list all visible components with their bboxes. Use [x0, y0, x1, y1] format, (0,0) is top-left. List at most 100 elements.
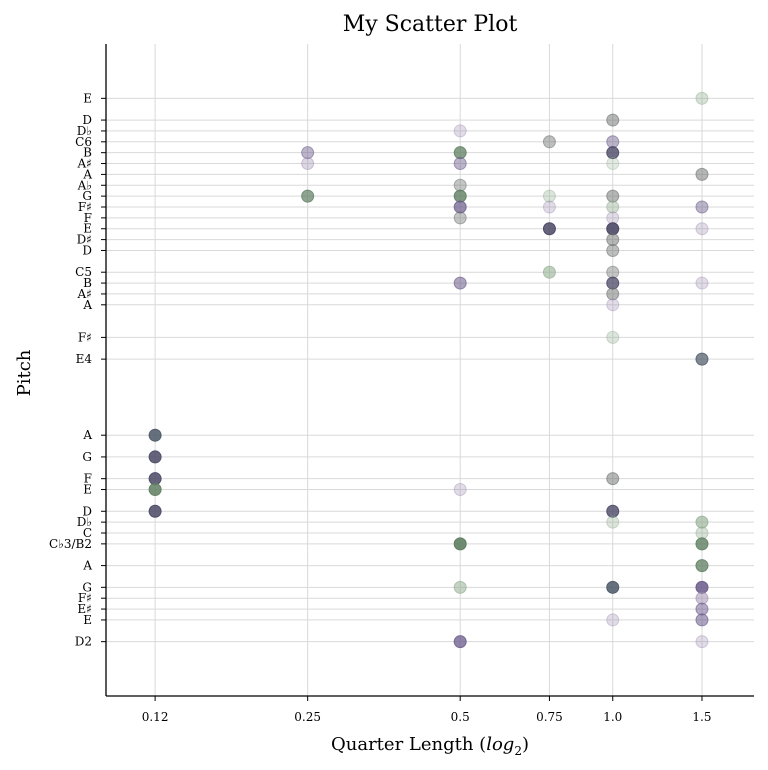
- chart-title: My Scatter Plot: [343, 12, 518, 37]
- scatter-point: [453, 635, 467, 649]
- scatter-point: [606, 135, 620, 149]
- scatter-point: [453, 178, 467, 192]
- y-tick-label: A: [82, 167, 92, 181]
- scatter-point: [148, 504, 162, 518]
- scatter-point: [542, 200, 556, 214]
- y-tick-label: C♭3/B2: [49, 537, 92, 551]
- scatter-point: [695, 167, 709, 181]
- y-tick-label: B: [83, 276, 92, 290]
- y-tick-label: D: [82, 504, 92, 518]
- y-tick-label: F: [84, 211, 92, 225]
- scatter-point: [148, 483, 162, 497]
- scatter-point: [453, 276, 467, 290]
- y-tick-label: E: [83, 483, 92, 497]
- scatter-point: [301, 157, 315, 171]
- scatter-point: [606, 472, 620, 486]
- scatter-point: [695, 559, 709, 573]
- scatter-point: [148, 428, 162, 442]
- scatter-point: [453, 124, 467, 138]
- scatter-point: [695, 602, 709, 616]
- scatter-point: [606, 211, 620, 225]
- y-tick-label: D: [82, 243, 92, 257]
- scatter-point: [606, 330, 620, 344]
- x-tick-label: 0.75: [536, 710, 563, 724]
- y-tick-label: D♯: [77, 233, 92, 247]
- y-tick-label: E: [83, 613, 92, 627]
- y-tick-label: B: [83, 146, 92, 160]
- scatter-point: [606, 515, 620, 529]
- scatter-point: [606, 157, 620, 171]
- y-tick-label: C5: [75, 265, 92, 279]
- scatter-point: [453, 146, 467, 160]
- scatter-point: [453, 189, 467, 203]
- x-ticks: 0.12 0.25 0.5 0.75 1.0 1.5: [142, 696, 712, 724]
- data-points: [148, 91, 709, 649]
- scatter-point: [606, 146, 620, 160]
- scatter-point: [453, 483, 467, 497]
- scatter-point: [542, 189, 556, 203]
- x-tick-label: 0.12: [142, 710, 169, 724]
- scatter-point: [695, 515, 709, 529]
- y-tick-label: C6: [75, 135, 92, 149]
- y-tick-label: A: [82, 559, 92, 573]
- y-axis-label: Pitch: [14, 349, 35, 396]
- y-tick-label: A: [82, 428, 92, 442]
- scatter-point: [695, 635, 709, 649]
- x-tick-label: 1.0: [603, 710, 622, 724]
- y-tick-label: E4: [76, 352, 93, 366]
- scatter-point: [606, 276, 620, 290]
- scatter-point: [606, 287, 620, 301]
- scatter-point: [606, 265, 620, 279]
- scatter-point: [606, 613, 620, 627]
- y-tick-label: D♭: [77, 124, 92, 138]
- y-tick-label: G: [82, 189, 92, 203]
- scatter-point: [606, 233, 620, 247]
- y-tick-label: A♯: [77, 287, 92, 301]
- scatter-point: [453, 537, 467, 551]
- scatter-point: [148, 472, 162, 486]
- scatter-point: [148, 450, 162, 464]
- y-tick-label: E: [83, 91, 92, 105]
- scatter-point: [301, 189, 315, 203]
- scatter-point: [606, 189, 620, 203]
- y-tick-label: G: [82, 580, 92, 594]
- scatter-point: [695, 580, 709, 594]
- scatter-point: [695, 591, 709, 605]
- scatter-point: [606, 243, 620, 257]
- x-tick-label: 0.5: [451, 710, 470, 724]
- scatter-point: [695, 91, 709, 105]
- y-tick-label: F♯: [78, 330, 92, 344]
- scatter-point: [453, 157, 467, 171]
- y-tick-label: F: [84, 472, 92, 486]
- scatter-point: [695, 222, 709, 236]
- grid-lines: [106, 44, 754, 696]
- scatter-point: [542, 265, 556, 279]
- y-tick-label: F♯: [78, 591, 92, 605]
- scatter-point: [453, 200, 467, 214]
- y-tick-label: F♯: [78, 200, 92, 214]
- x-tick-label: 0.25: [294, 710, 321, 724]
- scatter-point: [606, 200, 620, 214]
- scatter-point: [453, 211, 467, 225]
- y-tick-label: A: [82, 298, 92, 312]
- x-tick-label: 1.5: [692, 710, 711, 724]
- y-tick-label: D2: [75, 635, 92, 649]
- scatter-point: [695, 276, 709, 290]
- scatter-point: [695, 526, 709, 540]
- scatter-point: [695, 200, 709, 214]
- scatter-point: [606, 113, 620, 127]
- y-tick-label: G: [82, 450, 92, 464]
- x-axis-label: Quarter Length (log2): [331, 734, 529, 758]
- scatter-point: [301, 146, 315, 160]
- y-tick-label: C: [83, 526, 92, 540]
- scatter-point: [695, 537, 709, 551]
- y-ticks: D2EE♯F♯GAC♭3/B2CD♭DEFGAE4F♯AA♯BC5DD♯EFF♯…: [49, 91, 106, 649]
- y-tick-label: D♭: [77, 515, 92, 529]
- y-tick-label: D: [82, 113, 92, 127]
- scatter-point: [606, 504, 620, 518]
- scatter-point: [606, 222, 620, 236]
- scatter-point: [453, 580, 467, 594]
- y-tick-label: E♯: [77, 602, 92, 616]
- scatter-point: [542, 135, 556, 149]
